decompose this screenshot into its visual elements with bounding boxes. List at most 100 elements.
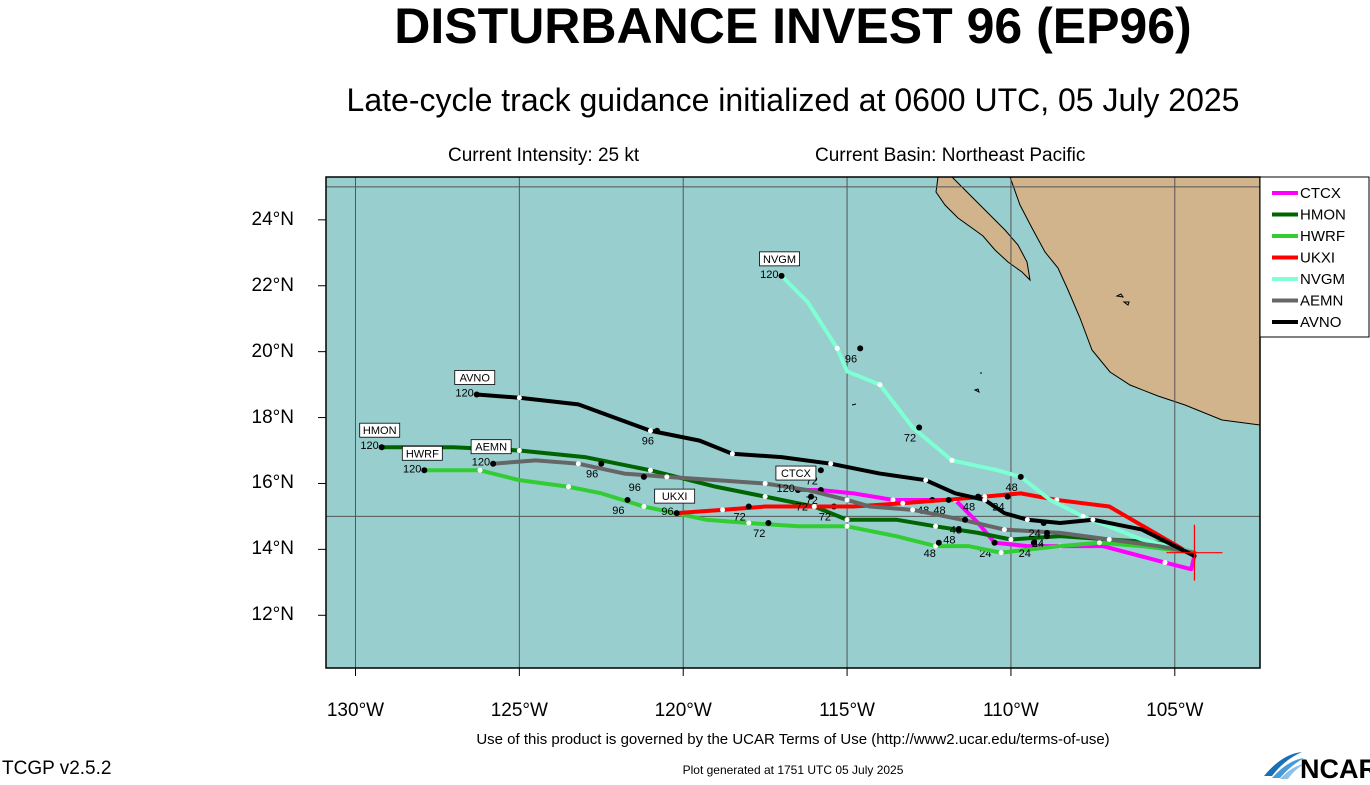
track-end-labels: CTCX 120 HMON 120 HWRF 120 UKXI 96 NVGM 120 AEMN 12… [359, 251, 817, 518]
track-nvgm: 48 72 96 [778, 272, 1197, 555]
hour-label: 72 [796, 502, 808, 514]
hour-label: 96 [586, 469, 598, 481]
track-point [811, 504, 817, 510]
legend-label: AVNO [1300, 314, 1341, 331]
legend-item-hmon: HMON [1272, 207, 1346, 224]
track-point [641, 504, 647, 510]
lat-tick-label: 20°N [251, 340, 294, 362]
hour-label: 72 [819, 512, 831, 524]
hour-marker [991, 539, 998, 546]
hour-label: 72 [904, 432, 916, 444]
track-line [474, 392, 1197, 558]
track-point [1090, 517, 1096, 523]
hour-label: 48 [963, 502, 975, 514]
legend-item-aemn: AEMN [1272, 293, 1343, 310]
legend-item-hwrf: HWRF [1272, 228, 1345, 245]
end-label-text: NVGM [763, 254, 796, 266]
track-point [762, 494, 768, 500]
page-subtitle: Late-cycle track guidance initialized at… [346, 82, 1240, 118]
lat-tick-label: 14°N [251, 538, 294, 560]
end-label-text: HMON [363, 425, 397, 437]
track-point [1106, 536, 1112, 542]
page-title: DISTURBANCE INVEST 96 (EP96) [394, 0, 1192, 54]
track-point [647, 467, 653, 473]
legend-label: AEMN [1300, 293, 1343, 310]
track-point [834, 345, 840, 351]
version-label: TCGP v2.5.2 [2, 758, 112, 779]
hour-marker [765, 520, 772, 527]
track-point [844, 517, 850, 523]
hour-label: 48 [1006, 482, 1018, 494]
track-point [516, 448, 522, 454]
lon-tick-label: 130°W [326, 700, 385, 721]
legend-label: NVGM [1300, 271, 1345, 288]
end-label-aemn: AEMN 120 [470, 439, 512, 469]
end-label-avno: AVNO 120 [454, 370, 496, 399]
lon-tick-label: 125°W [490, 700, 548, 721]
track-point [746, 520, 752, 526]
lat-tick-label: 18°N [251, 406, 294, 428]
hour-label: 48 [924, 548, 936, 560]
track-point [998, 550, 1004, 556]
ncar-logo: NCAR [1262, 748, 1370, 784]
track-point [516, 395, 522, 401]
track-point [477, 467, 483, 473]
lon-tick-label: 115°W [819, 700, 875, 721]
track-point [1096, 540, 1102, 546]
axis-ticks [318, 219, 1176, 676]
baja-california-land [935, 177, 1031, 282]
current-basin: Current Basin: Northeast Pacific [815, 145, 1086, 166]
end-hour-label: 120 [455, 387, 473, 399]
end-label-text: AEMN [475, 442, 507, 454]
hour-marker [935, 539, 942, 546]
lat-tick-label: 22°N [251, 274, 294, 296]
track-point [923, 477, 929, 483]
islands [851, 293, 1130, 406]
end-label-text: HWRF [406, 448, 439, 460]
track-point [1024, 517, 1030, 523]
track-point [982, 497, 988, 503]
hour-marker [624, 496, 631, 503]
end-label-ctcx: CTCX 120 [775, 465, 817, 495]
track-end-point [421, 467, 428, 474]
end-hour-label: 96 [661, 506, 673, 518]
hour-label: 96 [629, 482, 641, 494]
lon-tick-label: 110°W [983, 700, 1039, 721]
track-aemn: 24 48 72 96 [490, 458, 1197, 555]
mexico-land [1009, 177, 1260, 426]
track-point [1001, 527, 1007, 533]
map-frame [325, 176, 1261, 669]
lon-tick-label: 120°W [654, 700, 712, 721]
end-label-text: UKXI [662, 491, 688, 503]
hour-marker [653, 427, 660, 434]
track-end-point [473, 391, 480, 398]
current-intensity: Current Intensity: 25 kt [448, 145, 640, 166]
track-point [900, 500, 906, 506]
track-point [1162, 560, 1168, 566]
hour-marker [1040, 520, 1047, 527]
hour-marker [817, 467, 824, 474]
lat-tick-label: 12°N [251, 604, 294, 626]
track-point [949, 457, 955, 463]
hour-marker [808, 493, 815, 500]
legend-item-ukxi: UKXI [1272, 250, 1335, 267]
track-point [877, 382, 883, 388]
end-label-text: AVNO [460, 372, 491, 384]
hour-marker [916, 424, 923, 431]
hour-marker [955, 526, 962, 533]
hour-marker [975, 493, 982, 500]
legend-label: HWRF [1300, 228, 1345, 245]
legend-label: UKXI [1300, 250, 1335, 267]
end-hour-label: 120 [360, 440, 378, 452]
lat-tick-label: 16°N [251, 472, 294, 494]
track-hwrf: 24 48 72 96 [421, 467, 1197, 560]
track-point [566, 484, 572, 490]
track-point [762, 480, 768, 486]
end-label-ukxi: UKXI 96 [654, 488, 696, 518]
terms-of-use: Use of this product is governed by the U… [476, 731, 1110, 748]
end-label-nvgm: NVGM 120 [759, 251, 800, 281]
hour-marker [598, 460, 605, 467]
hour-label: 72 [753, 528, 765, 540]
